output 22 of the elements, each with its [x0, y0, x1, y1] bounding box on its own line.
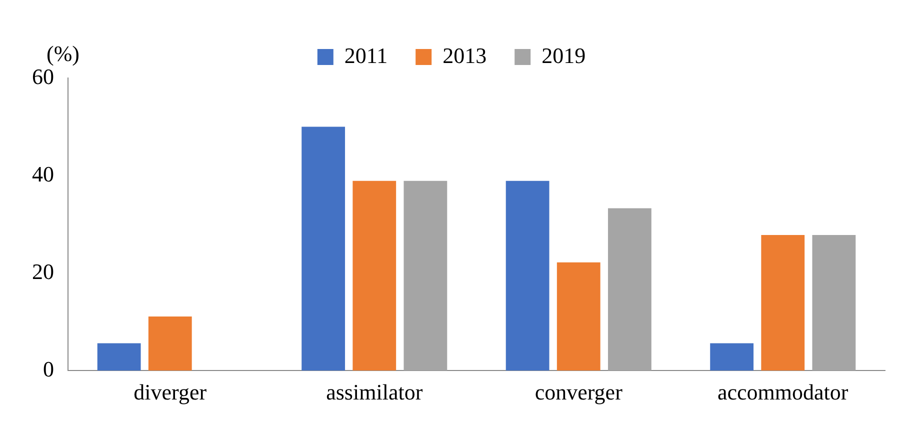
- x-tick-label: assimilator: [326, 380, 424, 405]
- x-tick-label: accommodator: [718, 380, 849, 405]
- legend-label: 2013: [442, 42, 487, 68]
- bar: [97, 343, 141, 371]
- bar: [761, 235, 805, 371]
- legend-label: 2011: [344, 42, 388, 68]
- bar: [148, 316, 192, 371]
- bar: [404, 180, 448, 371]
- y-tick-label: 40: [32, 161, 54, 186]
- x-tick-label: diverger: [134, 380, 208, 405]
- bar: [710, 343, 754, 371]
- legend-label: 2019: [542, 42, 586, 68]
- bar: [302, 126, 346, 371]
- bar: [556, 262, 600, 371]
- bar: [506, 180, 550, 371]
- bar: [812, 235, 856, 371]
- x-tick-label: converger: [534, 380, 624, 405]
- y-tick-label: 20: [32, 258, 54, 284]
- bar: [352, 180, 396, 371]
- bar: [608, 208, 652, 371]
- y-tick-label: 0: [43, 356, 54, 382]
- y-axis-title: (%): [46, 40, 80, 66]
